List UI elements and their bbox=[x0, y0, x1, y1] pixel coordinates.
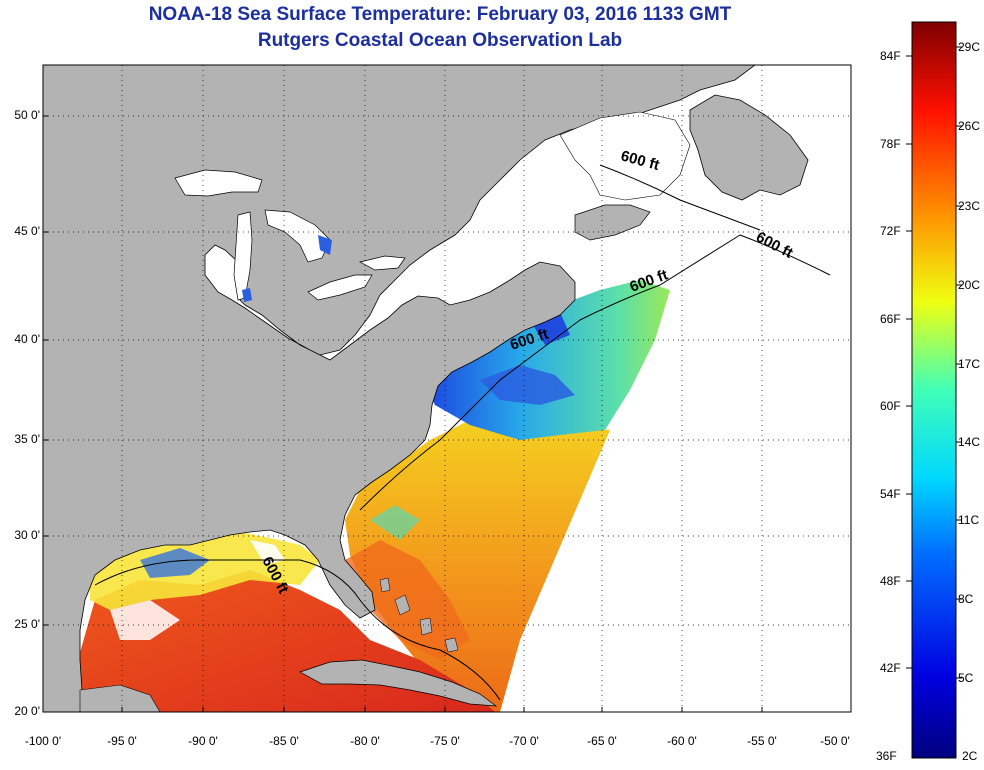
colorbar bbox=[911, 21, 957, 759]
colorbar-c-label: 14C bbox=[958, 435, 981, 449]
colorbar-c-label: 20C bbox=[958, 278, 981, 292]
colorbar-f-label: 84F bbox=[880, 49, 901, 63]
colorbar-c-label: 8C bbox=[958, 592, 974, 606]
land-nova-scotia bbox=[574, 204, 651, 241]
lon-label: -50 0' bbox=[820, 734, 850, 748]
lat-label: 35 0' bbox=[14, 432, 40, 446]
lon-label: -95 0' bbox=[107, 734, 137, 748]
lake-erie bbox=[307, 274, 373, 301]
colorbar-c-label: 26C bbox=[958, 119, 981, 133]
lon-label: -80 0' bbox=[350, 734, 380, 748]
lat-label: 20 0' bbox=[14, 704, 40, 718]
colorbar-f-label: 48F bbox=[880, 574, 901, 588]
colorbar-c-label: 11C bbox=[958, 513, 980, 527]
lon-label: -55 0' bbox=[747, 734, 777, 748]
lat-label: 30 0' bbox=[14, 528, 40, 542]
lat-label: 40 0' bbox=[14, 332, 40, 346]
colorbar-f-label: 78F bbox=[880, 137, 901, 151]
plot-frame bbox=[42, 64, 852, 713]
map-title: NOAA-18 Sea Surface Temperature: Februar… bbox=[148, 4, 732, 25]
lon-label: -60 0' bbox=[667, 734, 697, 748]
colorbar-f-label: 54F bbox=[880, 487, 901, 501]
sst-shelf-cold bbox=[420, 280, 670, 440]
colorbar-f-label: 66F bbox=[880, 312, 901, 326]
land-north-america bbox=[43, 65, 756, 712]
colorbar-f-label: 60F bbox=[880, 399, 901, 413]
colorbar-c-label: 2C bbox=[962, 749, 978, 763]
colorbar-f-label: 72F bbox=[880, 224, 901, 238]
colorbar-c-label: 17C bbox=[958, 357, 981, 371]
lat-label: 25 0' bbox=[14, 617, 40, 631]
lake-superior bbox=[174, 169, 263, 197]
lon-label: -65 0' bbox=[587, 734, 617, 748]
map-subtitle: Rutgers Coastal Ocean Observation Lab bbox=[257, 30, 623, 51]
lon-label: -85 0' bbox=[269, 734, 299, 748]
land-yucatan bbox=[79, 684, 161, 712]
colorbar-c-label: 23C bbox=[958, 199, 981, 213]
colorbar-c-label: 5C bbox=[958, 671, 974, 685]
land-newfoundland bbox=[689, 94, 809, 201]
colorbar-f-label: 36F bbox=[876, 749, 897, 763]
lon-label: -75 0' bbox=[430, 734, 460, 748]
colorbar-f-label: 42F bbox=[880, 661, 901, 675]
lake-ontario bbox=[359, 255, 406, 271]
gulf-st-lawrence bbox=[559, 111, 691, 201]
land-cuba bbox=[299, 659, 498, 707]
lon-label: -90 0' bbox=[188, 734, 218, 748]
lon-label: -70 0' bbox=[509, 734, 539, 748]
lake-huron bbox=[264, 209, 331, 263]
colorbar-c-label: 29C bbox=[958, 40, 981, 54]
lat-label: 45 0' bbox=[14, 224, 40, 238]
lat-label: 50 0' bbox=[14, 108, 40, 122]
lon-label: -100 0' bbox=[24, 734, 62, 748]
isobath-600ft bbox=[94, 559, 501, 701]
